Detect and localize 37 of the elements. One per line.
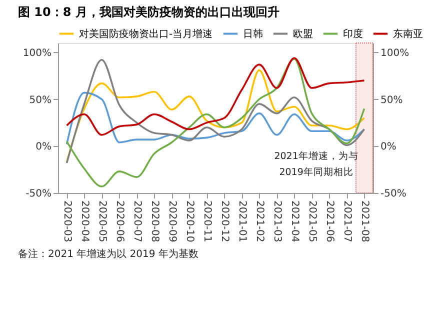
x-tick-label: 2020-09 [166,200,178,242]
line-series [66,57,366,136]
chart-title: 图 10：8 月，我国对美防疫物资的出口出现回升 [18,5,280,19]
x-tick-label: 2021-05 [306,200,318,242]
x-tick-label: 2021-01 [236,200,248,242]
line-series [66,92,366,146]
x-tick-label: 2021-07 [341,200,352,242]
y-tick-label: -50% [26,188,52,200]
x-tick-label: 2020-06 [114,200,125,242]
legend-label: 欧盟 [293,28,313,40]
y-tick-label: 100% [22,48,52,59]
text: 备注：2021 年增速为以 2019 年为基数 [18,248,198,260]
x-tick-label: 2021-03 [271,200,282,242]
x-tick-label: 2020-10 [184,200,195,242]
legend-label: 对美国防疫物资出口-当月增速 [79,28,213,40]
y-tick-label: 0% [36,142,52,153]
x-tick-label: 2020-08 [148,200,160,242]
x-tick-label: 2020-03 [61,200,72,242]
legend-label: 印度 [343,28,363,40]
x-tick-label: 2021-06 [324,200,335,242]
y2-tick-label: -50% [380,188,406,200]
line-series [66,58,366,188]
y2-tick-label: 0% [380,142,396,153]
x-tick-label: 2021-04 [288,200,300,242]
x-tick-label: 2020-11 [201,200,212,242]
x-tick-label: 2020-05 [96,200,108,242]
x-tick-label: 2020-12 [218,200,230,242]
x-tick-label: 2021-08 [358,200,370,242]
annotation: 2021年增速，为与 2019年同期相比 [274,150,358,178]
legend-label: 东南亚 [393,28,423,40]
y2-tick-label: 100% [380,48,410,59]
x-tick-label: 2020-04 [78,200,90,242]
x-tick-label: 2020-07 [131,200,142,242]
x-tick-label: 2021-02 [254,200,265,242]
y-tick-label: 50% [29,94,52,106]
legend-label: 日韩 [243,28,263,40]
y2-tick-label: 50% [380,94,403,106]
